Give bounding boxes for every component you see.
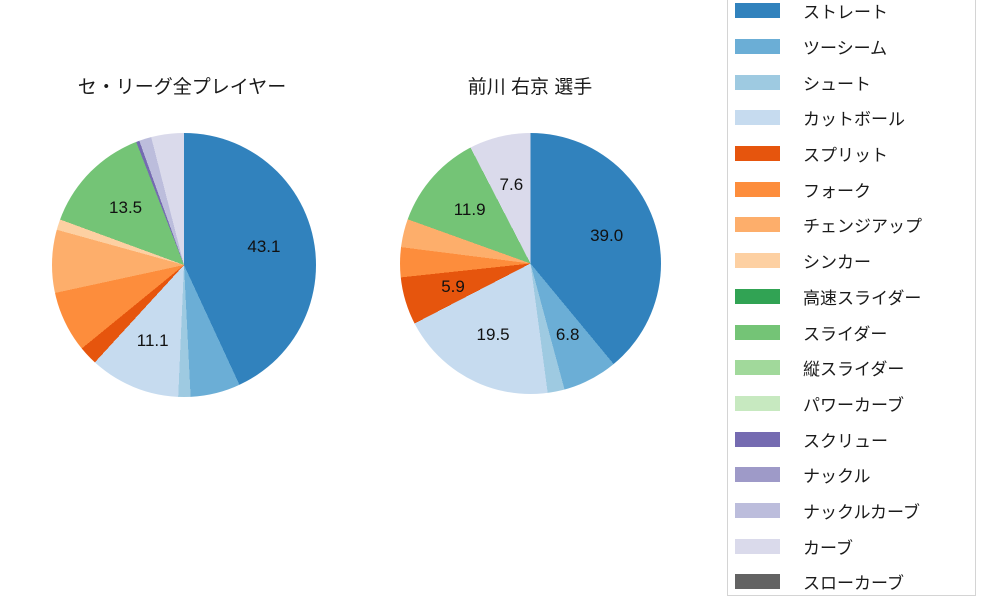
legend-color-swatch <box>735 502 780 518</box>
slice-value-label: 7.6 <box>499 174 524 194</box>
legend-color-swatch <box>735 3 780 19</box>
legend-label: ツーシーム <box>803 39 888 59</box>
legend-color-swatch <box>735 431 780 447</box>
legend-color-swatch <box>735 146 780 162</box>
legend-item: シンカー <box>728 243 975 279</box>
slice-value-label: 43.1 <box>247 237 281 257</box>
legend-label: スローカーブ <box>803 574 904 594</box>
legend-color-swatch <box>735 538 780 554</box>
legend-item: ツーシーム <box>728 29 975 65</box>
slice-value-label: 5.9 <box>441 276 465 296</box>
slice-value-label: 6.8 <box>555 325 580 345</box>
legend-color-swatch <box>735 74 780 90</box>
legend-label: シンカー <box>803 253 871 273</box>
legend-item: カーブ <box>728 528 975 564</box>
legend-label: 縦スライダー <box>803 360 905 380</box>
legend-item: ナックル <box>728 457 975 493</box>
legend-item: シュート <box>728 64 975 100</box>
legend-label: ナックル <box>803 467 871 487</box>
legend-item: スプリット <box>728 136 975 172</box>
slice-value-label: 13.5 <box>109 197 143 217</box>
legend-label: カーブ <box>803 538 853 558</box>
legend-label: パワーカーブ <box>803 395 904 415</box>
legend-label: スクリュー <box>803 431 888 451</box>
legend-item: スローカーブ <box>728 564 975 595</box>
legend-label: シュート <box>803 74 871 94</box>
legend-label: ナックルカーブ <box>803 502 920 522</box>
legend-color-swatch <box>735 395 780 411</box>
legend-label: ストレート <box>803 3 888 23</box>
legend-color-swatch <box>735 288 780 304</box>
pitch-type-legend: ストレートツーシームシュートカットボール スプリットフォークチェンジアップ シンカー… <box>727 0 976 596</box>
slice-value-label: 11.9 <box>453 200 486 220</box>
chart-title-league-all: セ・リーグ全プレイヤー <box>77 77 287 98</box>
legend-color-swatch <box>735 360 780 376</box>
slice-value-label: 19.5 <box>476 325 510 345</box>
legend-item: パワーカーブ <box>728 386 975 422</box>
legend-color-swatch <box>735 574 780 590</box>
legend-item: ナックルカーブ <box>728 493 975 529</box>
legend-color-swatch <box>735 39 780 55</box>
slice-value-label: 11.1 <box>136 330 169 350</box>
slice-value-label: 39.0 <box>590 226 624 246</box>
legend-color-swatch <box>735 467 780 483</box>
legend-item: スクリュー <box>728 421 975 457</box>
legend-color-swatch <box>735 181 780 197</box>
legend-item: チェンジアップ <box>728 207 975 243</box>
legend-color-swatch <box>735 253 780 269</box>
legend-item: フォーク <box>728 171 975 207</box>
chart-title-player: 前川 右京 選手 <box>467 77 593 98</box>
legend-item: スライダー <box>728 314 975 350</box>
legend-label: 高速スライダー <box>803 288 922 308</box>
legend-color-swatch <box>735 110 780 126</box>
legend-item: ストレート <box>728 0 975 29</box>
legend-color-swatch <box>735 324 780 340</box>
legend-color-swatch <box>735 217 780 233</box>
legend-label: チェンジアップ <box>803 217 922 237</box>
legend-item: 縦スライダー <box>728 350 975 386</box>
legend-label: カットボール <box>803 110 905 130</box>
legend-label: スライダー <box>803 324 888 344</box>
legend-item: 高速スライダー <box>728 279 975 315</box>
pie-chart-league-all: 43.1 11.1 13.5 <box>52 133 316 397</box>
legend-item: カットボール <box>728 100 975 136</box>
pie-chart-player: 39.0 6.8 19.5 5.9 11.9 7.6 <box>400 133 661 394</box>
legend-label: スプリット <box>803 146 888 166</box>
legend-label: フォーク <box>803 181 871 201</box>
